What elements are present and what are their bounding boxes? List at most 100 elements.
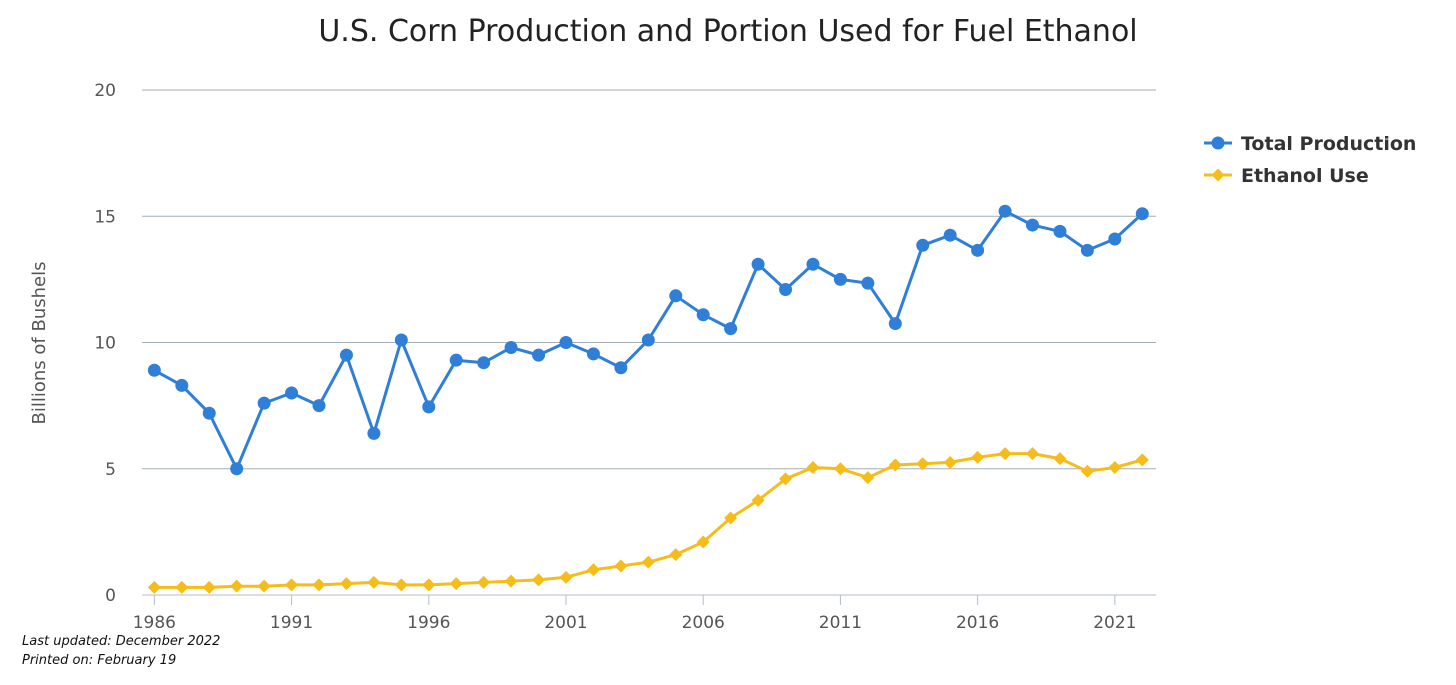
- data-point[interactable]: [833, 272, 847, 286]
- printed-on-note: Printed on: February 19: [22, 653, 177, 668]
- data-point[interactable]: [394, 333, 408, 347]
- last-updated-note: Last updated: December 2022: [22, 634, 221, 649]
- legend-item-ethanol-use[interactable]: Ethanol Use: [1204, 165, 1369, 187]
- data-point[interactable]: [285, 386, 299, 400]
- chart-title: U.S. Corn Production and Portion Used fo…: [318, 14, 1137, 49]
- data-point[interactable]: [1080, 243, 1094, 257]
- y-tick-label: 10: [94, 334, 116, 354]
- data-point[interactable]: [1135, 207, 1149, 221]
- data-point[interactable]: [779, 472, 793, 486]
- y-tick-label: 20: [94, 81, 116, 101]
- series-group: [147, 204, 1149, 594]
- data-point[interactable]: [696, 535, 710, 549]
- data-point[interactable]: [202, 406, 216, 420]
- data-point[interactable]: [1026, 218, 1040, 232]
- data-point[interactable]: [175, 378, 189, 392]
- data-point[interactable]: [1108, 460, 1122, 474]
- data-point[interactable]: [861, 276, 875, 290]
- data-point[interactable]: [971, 450, 985, 464]
- data-point[interactable]: [504, 341, 518, 355]
- data-point[interactable]: [367, 426, 381, 440]
- data-point[interactable]: [888, 458, 902, 472]
- data-point[interactable]: [916, 457, 930, 471]
- x-tick-label: 2001: [544, 613, 587, 633]
- data-point[interactable]: [422, 400, 436, 414]
- data-point[interactable]: [586, 347, 600, 361]
- data-point[interactable]: [285, 578, 299, 592]
- legend: Total Production Ethanol Use: [1204, 133, 1416, 187]
- data-point[interactable]: [614, 361, 628, 375]
- legend-label: Total Production: [1241, 133, 1416, 155]
- data-point[interactable]: [147, 363, 161, 377]
- data-point[interactable]: [751, 493, 765, 507]
- data-point[interactable]: [1135, 453, 1149, 467]
- data-point[interactable]: [971, 243, 985, 257]
- data-point[interactable]: [257, 396, 271, 410]
- data-point[interactable]: [888, 317, 902, 331]
- x-tick-label: 2006: [682, 613, 725, 633]
- data-point[interactable]: [230, 579, 244, 593]
- data-point[interactable]: [1053, 452, 1067, 466]
- data-point[interactable]: [669, 289, 683, 303]
- legend-label: Ethanol Use: [1241, 165, 1369, 187]
- data-point[interactable]: [532, 348, 546, 362]
- data-point[interactable]: [422, 578, 436, 592]
- legend-item-total-production[interactable]: Total Production: [1204, 133, 1416, 155]
- x-tick-label: 1991: [270, 613, 313, 633]
- data-point[interactable]: [724, 322, 738, 336]
- data-point[interactable]: [998, 204, 1012, 218]
- data-point[interactable]: [724, 511, 738, 525]
- data-point[interactable]: [175, 580, 189, 594]
- gridlines: [142, 89, 1156, 470]
- data-point[interactable]: [943, 228, 957, 242]
- data-point[interactable]: [257, 579, 271, 593]
- data-point[interactable]: [367, 575, 381, 589]
- y-tick-label: 15: [94, 207, 116, 227]
- data-point[interactable]: [641, 555, 655, 569]
- data-point[interactable]: [751, 257, 765, 271]
- data-point[interactable]: [586, 563, 600, 577]
- x-axis: 1986 1991 1996 2001 2006 2011 2016 2021: [133, 594, 1156, 633]
- data-point[interactable]: [806, 460, 820, 474]
- data-point[interactable]: [147, 580, 161, 594]
- data-point[interactable]: [1080, 464, 1094, 478]
- data-point[interactable]: [916, 238, 930, 252]
- data-point[interactable]: [312, 578, 326, 592]
- data-point[interactable]: [1108, 232, 1122, 246]
- data-point[interactable]: [614, 559, 628, 573]
- legend-marker: [1211, 136, 1225, 150]
- x-tick-label: 1996: [407, 613, 450, 633]
- data-point[interactable]: [449, 577, 463, 591]
- data-point[interactable]: [779, 282, 793, 296]
- data-point[interactable]: [312, 399, 326, 413]
- x-tick-label: 2021: [1093, 613, 1136, 633]
- x-tick-label: 1986: [133, 613, 176, 633]
- data-point[interactable]: [998, 447, 1012, 461]
- data-point[interactable]: [669, 548, 683, 562]
- data-point[interactable]: [696, 308, 710, 322]
- data-point[interactable]: [477, 575, 491, 589]
- data-point[interactable]: [230, 462, 244, 476]
- data-point[interactable]: [202, 580, 216, 594]
- data-point[interactable]: [861, 471, 875, 485]
- data-point[interactable]: [504, 574, 518, 588]
- data-point[interactable]: [806, 257, 820, 271]
- data-point[interactable]: [339, 348, 353, 362]
- data-point[interactable]: [559, 570, 573, 584]
- data-point[interactable]: [339, 577, 353, 591]
- data-point[interactable]: [1026, 447, 1040, 461]
- data-point[interactable]: [477, 356, 491, 370]
- data-point[interactable]: [833, 462, 847, 476]
- series-ethanol-use: [147, 447, 1149, 594]
- legend-marker: [1211, 168, 1225, 182]
- data-point[interactable]: [532, 573, 546, 587]
- y-tick-label: 0: [105, 586, 116, 606]
- data-point[interactable]: [559, 336, 573, 349]
- data-point[interactable]: [1053, 224, 1067, 238]
- data-point[interactable]: [449, 353, 463, 367]
- data-point[interactable]: [641, 333, 655, 347]
- data-point[interactable]: [394, 578, 408, 592]
- x-tick-label: 2016: [956, 613, 999, 633]
- data-point[interactable]: [943, 455, 957, 469]
